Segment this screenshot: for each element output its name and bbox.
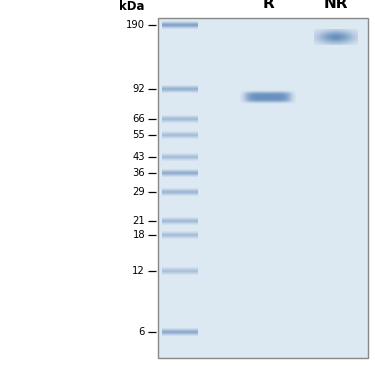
Bar [158, 18, 368, 358]
Text: 6: 6 [139, 327, 145, 338]
Text: 55: 55 [132, 130, 145, 140]
Text: 66: 66 [132, 114, 145, 124]
Text: 43: 43 [132, 152, 145, 162]
Text: NR: NR [324, 0, 348, 12]
Text: kDa: kDa [120, 0, 145, 12]
Text: 18: 18 [132, 230, 145, 240]
Text: R: R [262, 0, 274, 12]
Text: 12: 12 [132, 266, 145, 276]
Text: 29: 29 [132, 187, 145, 197]
Text: 190: 190 [126, 20, 145, 30]
Text: 21: 21 [132, 216, 145, 226]
Text: 36: 36 [132, 168, 145, 178]
Text: 92: 92 [132, 84, 145, 94]
